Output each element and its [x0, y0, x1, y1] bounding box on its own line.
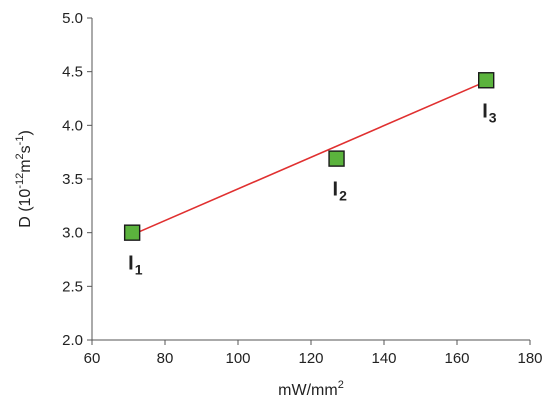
y-tick-label: 2.5 — [62, 278, 83, 295]
data-point-2 — [328, 150, 345, 167]
point-label-2: I2 — [333, 179, 348, 204]
x-tick-label: 160 — [444, 350, 469, 367]
point-label-3: I3 — [482, 100, 497, 125]
point-label-1: I1 — [128, 253, 143, 278]
y-tick-label: 2.0 — [62, 332, 83, 349]
fit-line — [131, 80, 487, 236]
data-points — [123, 72, 495, 241]
axes: 60 80 100 120 140 160 180 2.0 2.5 3.0 3.5 4.0 4.5 5.0 — [62, 10, 542, 367]
x-axis-title: mW/mm2 — [278, 379, 344, 399]
y-tick-label: 3.5 — [62, 171, 83, 188]
y-axis-title: D (10-12m2s-1) — [14, 130, 34, 228]
point-labels: I1 I2 I3 — [128, 100, 497, 277]
y-tick-label: 4.0 — [62, 117, 83, 134]
x-tick-label: 140 — [371, 350, 396, 367]
x-tick-label: 100 — [225, 350, 250, 367]
y-tick-label: 3.0 — [62, 225, 83, 242]
y-tick-label: 4.5 — [62, 64, 83, 81]
y-tick-label: 5.0 — [62, 10, 83, 27]
axis-titles: mW/mm2 D (10-12m2s-1) — [14, 130, 344, 399]
x-tick-label: 60 — [84, 350, 101, 367]
x-tick-label: 180 — [517, 350, 542, 367]
x-tick-label: 80 — [157, 350, 174, 367]
data-point-3 — [478, 72, 495, 89]
fit-line-group — [131, 80, 487, 236]
x-tick-label: 120 — [298, 350, 323, 367]
data-point-1 — [123, 224, 141, 241]
